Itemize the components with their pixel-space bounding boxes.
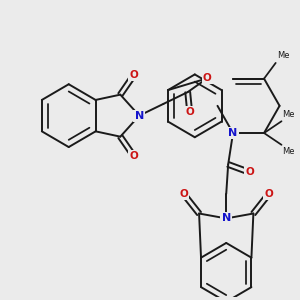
Text: N: N — [135, 111, 144, 121]
Text: O: O — [179, 189, 188, 199]
Text: N: N — [228, 128, 238, 138]
Text: O: O — [265, 189, 273, 199]
Text: O: O — [203, 74, 212, 83]
Text: N: N — [222, 213, 231, 224]
Text: Me: Me — [277, 51, 289, 60]
Text: O: O — [130, 151, 138, 161]
Text: O: O — [245, 167, 254, 177]
Text: Me: Me — [283, 110, 295, 119]
Text: O: O — [185, 107, 194, 117]
Text: Me: Me — [283, 147, 295, 156]
Text: O: O — [130, 70, 138, 80]
